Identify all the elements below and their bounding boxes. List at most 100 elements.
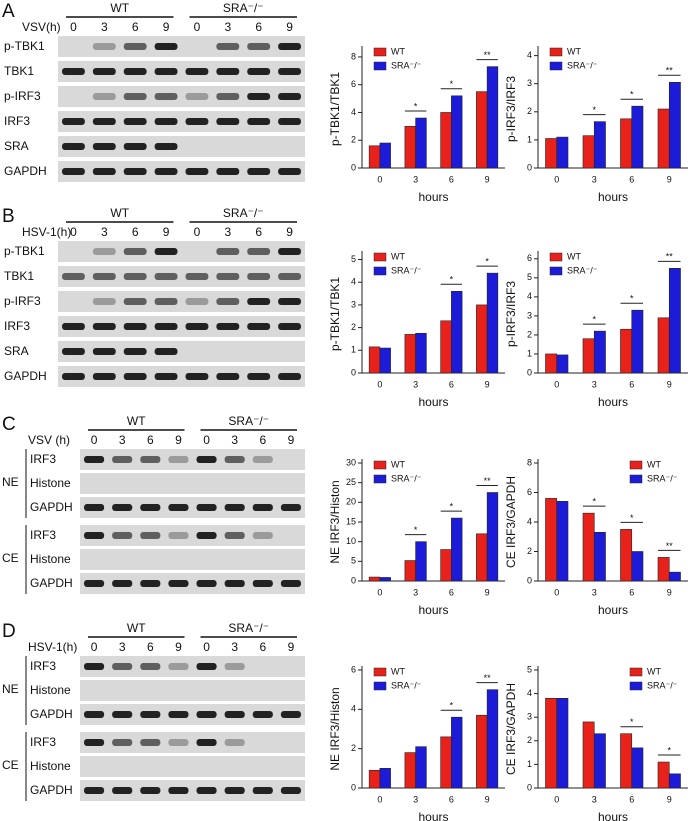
blot-band [280, 711, 301, 718]
blot-band [185, 93, 209, 100]
fraction-label: CE [2, 551, 19, 565]
bar [620, 118, 633, 169]
blot-strip [58, 266, 305, 287]
significance-label: * [450, 275, 454, 285]
bar [582, 338, 595, 374]
x-tick-label: 9 [667, 174, 672, 184]
bar [451, 517, 463, 582]
legend-label: SRA⁻/⁻ [391, 265, 422, 275]
x-tick-label: 9 [667, 379, 672, 389]
y-tick-label: 2 [527, 106, 532, 116]
x-tick-label: 6 [629, 379, 634, 389]
blot-band [280, 504, 301, 511]
x-axis-title: hours [418, 395, 448, 409]
y-tick-label: 0 [527, 575, 532, 585]
blot-band [84, 711, 105, 718]
lane-label: 9 [288, 433, 295, 447]
row-label: Histone [30, 476, 71, 490]
blot-band [123, 68, 147, 75]
x-tick-label: 0 [377, 587, 382, 597]
blot-strip [80, 549, 305, 570]
significance-label: * [485, 257, 489, 267]
x-tick-label: 3 [592, 794, 597, 804]
x-tick-label: 3 [592, 379, 597, 389]
blot-band [252, 456, 273, 463]
blot-band [92, 68, 116, 75]
bar [582, 512, 595, 582]
bar [404, 560, 416, 582]
x-tick-label: 3 [413, 587, 418, 597]
legend-label: WT [391, 666, 405, 676]
treatment: VSV (h) [28, 433, 70, 447]
lane-label: 0 [203, 433, 210, 447]
row-label: p-IRF3 [4, 294, 41, 308]
blot-band [252, 580, 273, 587]
bar [620, 733, 633, 789]
x-tick-label: 9 [485, 794, 490, 804]
bar [415, 746, 427, 789]
blot-band [252, 787, 273, 794]
y-tick-label: 2 [351, 743, 356, 753]
blot-band [62, 273, 85, 280]
bar [556, 354, 569, 374]
blot-band [278, 298, 301, 305]
x-tick-label: 6 [449, 379, 454, 389]
legend-label: SRA⁻/⁻ [391, 60, 422, 70]
bar [476, 91, 488, 169]
lane-label: 3 [101, 225, 108, 239]
blot-band [140, 456, 161, 463]
row-label: GAPDH [30, 500, 73, 514]
blot-strip [80, 780, 305, 801]
significance-label: * [630, 717, 634, 727]
bar [379, 768, 391, 789]
blot-strip [58, 241, 305, 262]
bar [582, 721, 595, 789]
y-axis-title: p-IRF3/IRF3 [504, 76, 518, 142]
blot-band [216, 373, 240, 380]
blot-band [278, 168, 301, 175]
lane-label: 6 [259, 640, 266, 654]
blot-strip [80, 573, 305, 594]
y-tick-label: 8 [351, 51, 356, 61]
significance-label: ** [484, 476, 492, 486]
row-label: TBK1 [4, 269, 34, 283]
blot-band [278, 43, 301, 50]
blot-band [224, 663, 245, 670]
legend-swatch [373, 61, 387, 71]
significance-label: * [592, 315, 596, 325]
significance-label: * [414, 101, 418, 111]
bar [545, 698, 558, 789]
lane-label: 3 [224, 20, 231, 34]
blot-band [62, 168, 85, 175]
blot-strip [80, 525, 305, 546]
row-label: IRF3 [30, 659, 56, 673]
blot-band [62, 373, 85, 380]
x-axis-title: hours [418, 603, 448, 617]
significance-label: ** [484, 673, 492, 683]
blot-strip [58, 316, 305, 337]
bar [440, 736, 452, 789]
treatment: HSV-1(h) [28, 640, 77, 654]
legend-label: WT [391, 459, 405, 469]
blot-strip [80, 680, 305, 701]
group-label: WT [127, 621, 146, 635]
y-tick-label: 0 [351, 575, 356, 585]
y-axis-title: p-TBK1/TBK1 [328, 72, 342, 146]
blot-band [154, 373, 178, 380]
blot-band [216, 68, 240, 75]
blot-strip [58, 86, 305, 107]
significance-label: * [450, 79, 454, 89]
blot-band [280, 580, 301, 587]
significance-label: ** [666, 541, 674, 551]
treatment: HSV-1(h) [22, 225, 71, 239]
group-label: WT [127, 414, 146, 428]
bar [476, 304, 488, 374]
bar [415, 117, 427, 169]
y-tick-label: 3 [527, 78, 532, 88]
y-tick-label: 0 [351, 782, 356, 792]
blot-strip [80, 449, 305, 470]
blot-band [154, 298, 178, 305]
legend-label: WT [647, 459, 661, 469]
blot-band [123, 93, 147, 100]
